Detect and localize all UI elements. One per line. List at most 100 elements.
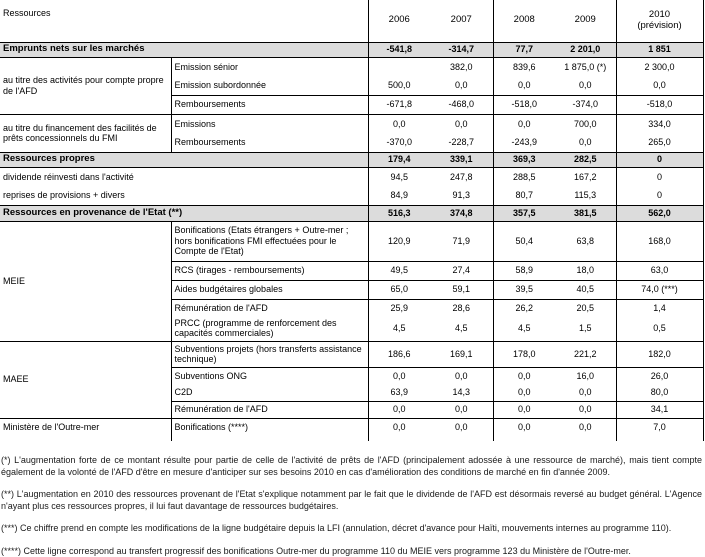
- cell-2008: 0,0: [493, 367, 555, 384]
- cell-2006: 179,4: [368, 152, 430, 167]
- header-ressources: Ressources: [0, 0, 368, 42]
- cell-2007: 14,3: [430, 384, 493, 401]
- cell-2010: 34,1: [616, 401, 703, 418]
- cell-2009: 282,5: [555, 152, 616, 167]
- cell-2006: 186,6: [368, 341, 430, 367]
- header-year-2007: 2007: [430, 0, 493, 42]
- row-label: Emissions: [171, 114, 368, 133]
- row-label: Rémunération de l'AFD: [171, 299, 368, 316]
- table-row-reprises: reprises de provisions + divers 84,9 91,…: [0, 186, 703, 205]
- cell-2009: 20,5: [555, 299, 616, 316]
- group-label-fmi: au titre du financement des facilités de…: [0, 114, 171, 152]
- cell-2007: 0,0: [430, 401, 493, 418]
- row-label: Remboursements: [171, 133, 368, 152]
- cell-2006: 500,0: [368, 76, 430, 95]
- cell-2009: 1,5: [555, 316, 616, 341]
- cell-2009: 0,0: [555, 133, 616, 152]
- cell-2010: 1,4: [616, 299, 703, 316]
- cell-2009: 1 875,0 (*): [555, 57, 616, 76]
- cell-2009: 167,2: [555, 167, 616, 186]
- footnote-3: (***) Ce chiffre prend en compte les mod…: [1, 523, 702, 535]
- row-label: Emission sénior: [171, 57, 368, 76]
- cell-2006: 0,0: [368, 401, 430, 418]
- cell-2007: 27,4: [430, 261, 493, 280]
- row-label: Remboursements: [171, 95, 368, 114]
- table-row-emission-senior: au titre des activités pour compte propr…: [0, 57, 703, 76]
- cell-2010: 2 300,0: [616, 57, 703, 76]
- cell-2010: 63,0: [616, 261, 703, 280]
- cell-2007: 0,0: [430, 76, 493, 95]
- cell-2008: 80,7: [493, 186, 555, 205]
- cell-2010: 80,0: [616, 384, 703, 401]
- table-row-dividende: dividende réinvesti dans l'activité 94,5…: [0, 167, 703, 186]
- section-row-ressources-propres: Ressources propres 179,4 339,1 369,3 282…: [0, 152, 703, 167]
- row-label: Rémunération de l'AFD: [171, 401, 368, 418]
- cell-2006: -671,8: [368, 95, 430, 114]
- cell-2010: 1 851: [616, 42, 703, 57]
- cell-2006: [368, 57, 430, 76]
- table-bottom-stub: [0, 435, 703, 441]
- cell-2006: 65,0: [368, 280, 430, 299]
- cell-2008: 58,9: [493, 261, 555, 280]
- cell-2007: 4,5: [430, 316, 493, 341]
- cell-2008: 288,5: [493, 167, 555, 186]
- cell-2006: 0,0: [368, 367, 430, 384]
- cell-2009: 63,8: [555, 221, 616, 261]
- section-label: Ressources propres: [0, 152, 368, 167]
- cell-2010: 0: [616, 186, 703, 205]
- row-label: Subventions projets (hors transferts ass…: [171, 341, 368, 367]
- cell-2010: -518,0: [616, 95, 703, 114]
- row-label: Aides budgétaires globales: [171, 280, 368, 299]
- table-row-bonifications-meie: MEIE Bonifications (Etats étrangers + Ou…: [0, 221, 703, 261]
- cell-2008: -243,9: [493, 133, 555, 152]
- stub-cell: [555, 435, 616, 441]
- cell-2006: 120,9: [368, 221, 430, 261]
- footnote-4: (****) Cette ligne correspond au transfe…: [1, 546, 702, 557]
- cell-2008: -518,0: [493, 95, 555, 114]
- cell-2010: 562,0: [616, 205, 703, 221]
- cell-2008: 0,0: [493, 401, 555, 418]
- cell-2009: 16,0: [555, 367, 616, 384]
- section-row-etat: Ressources en provenance de l'Etat (**) …: [0, 205, 703, 221]
- cell-2006: 516,3: [368, 205, 430, 221]
- section-row-emprunts: Emprunts nets sur les marchés -541,8 -31…: [0, 42, 703, 57]
- stub-cell: [430, 435, 493, 441]
- cell-2006: -541,8: [368, 42, 430, 57]
- group-label-outremer: Ministère de l'Outre-mer: [0, 418, 171, 435]
- row-label: RCS (tirages - remboursements): [171, 261, 368, 280]
- row-label: PRCC (programme de renforcement des capa…: [171, 316, 368, 341]
- stub-cell: [616, 435, 703, 441]
- cell-2009: 2 201,0: [555, 42, 616, 57]
- cell-2009: 381,5: [555, 205, 616, 221]
- table-row-subventions-projets: MAEE Subventions projets (hors transfert…: [0, 341, 703, 367]
- cell-2008: 0,0: [493, 76, 555, 95]
- cell-2007: 382,0: [430, 57, 493, 76]
- footnotes: (*) L'augmentation forte de ce montant r…: [0, 455, 703, 557]
- cell-2010: 74,0 (***): [616, 280, 703, 299]
- cell-2008: 357,5: [493, 205, 555, 221]
- resources-table: Ressources 2006 2007 2008 2009 2010 (pré…: [0, 0, 704, 441]
- stub-cell: [493, 435, 555, 441]
- cell-2006: 0,0: [368, 114, 430, 133]
- cell-2007: 91,3: [430, 186, 493, 205]
- header-year-2010-note: (prévision): [620, 21, 700, 32]
- cell-2007: 59,1: [430, 280, 493, 299]
- cell-2007: 71,9: [430, 221, 493, 261]
- cell-2009: 0,0: [555, 401, 616, 418]
- cell-2006: -370,0: [368, 133, 430, 152]
- cell-2008: 26,2: [493, 299, 555, 316]
- header-year-2009: 2009: [555, 0, 616, 42]
- cell-2009: 221,2: [555, 341, 616, 367]
- cell-2010: 0: [616, 167, 703, 186]
- cell-2007: -468,0: [430, 95, 493, 114]
- cell-2008: 77,7: [493, 42, 555, 57]
- cell-2008: 50,4: [493, 221, 555, 261]
- cell-2008: 39,5: [493, 280, 555, 299]
- row-label: Emission subordonnée: [171, 76, 368, 95]
- cell-2007: 0,0: [430, 367, 493, 384]
- group-label-maee: MAEE: [0, 341, 171, 418]
- row-label: C2D: [171, 384, 368, 401]
- cell-2010: 0,5: [616, 316, 703, 341]
- cell-2008: 178,0: [493, 341, 555, 367]
- cell-2007: 0,0: [430, 114, 493, 133]
